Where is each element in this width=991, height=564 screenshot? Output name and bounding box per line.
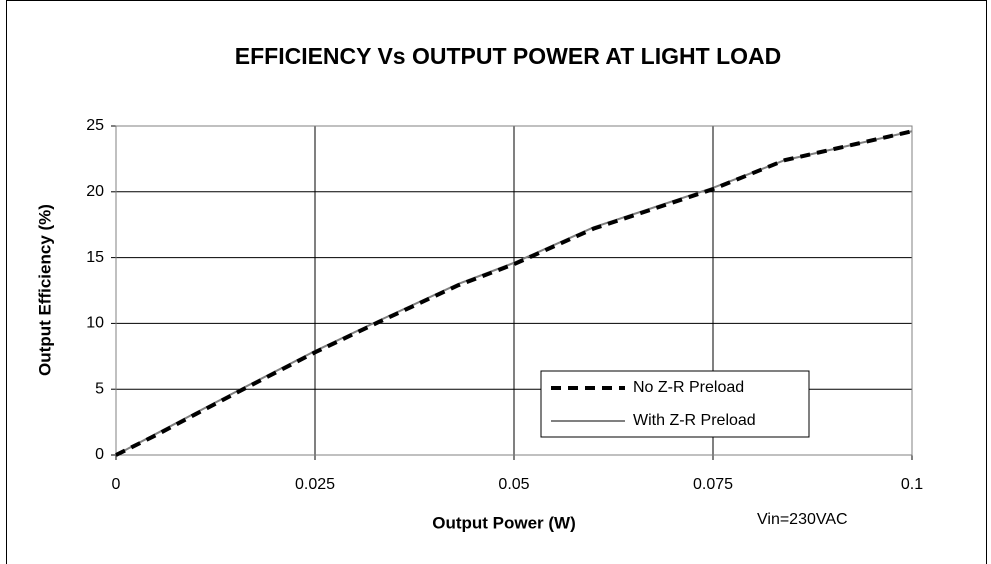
chart-title: EFFICIENCY Vs OUTPUT POWER AT LIGHT LOAD [235, 43, 781, 69]
x-tick-label: 0.075 [693, 476, 733, 493]
annotation: Vin=230VAC [757, 511, 848, 528]
chart-frame [6, 0, 987, 564]
y-tick-label: 25 [86, 117, 104, 134]
y-tick-label: 15 [86, 249, 104, 266]
y-tick-label: 0 [95, 446, 104, 463]
y-tick-label: 10 [86, 315, 104, 332]
x-tick-label: 0.1 [901, 476, 923, 493]
x-tick-label: 0 [112, 476, 121, 493]
series-line [115, 129, 913, 457]
plot-area [115, 125, 913, 456]
legend-label: No Z-R Preload [633, 379, 744, 396]
y-tick-label: 20 [86, 183, 104, 200]
legend-label: With Z-R Preload [633, 412, 756, 429]
x-tick-label: 0.025 [295, 476, 335, 493]
x-tick-label: 0.05 [498, 476, 529, 493]
y-tick-label: 5 [95, 380, 104, 397]
legend-box [540, 370, 810, 438]
y-axis-label: Output Efficiency (%) [35, 204, 54, 376]
x-axis-label: Output Power (W) [432, 513, 576, 532]
